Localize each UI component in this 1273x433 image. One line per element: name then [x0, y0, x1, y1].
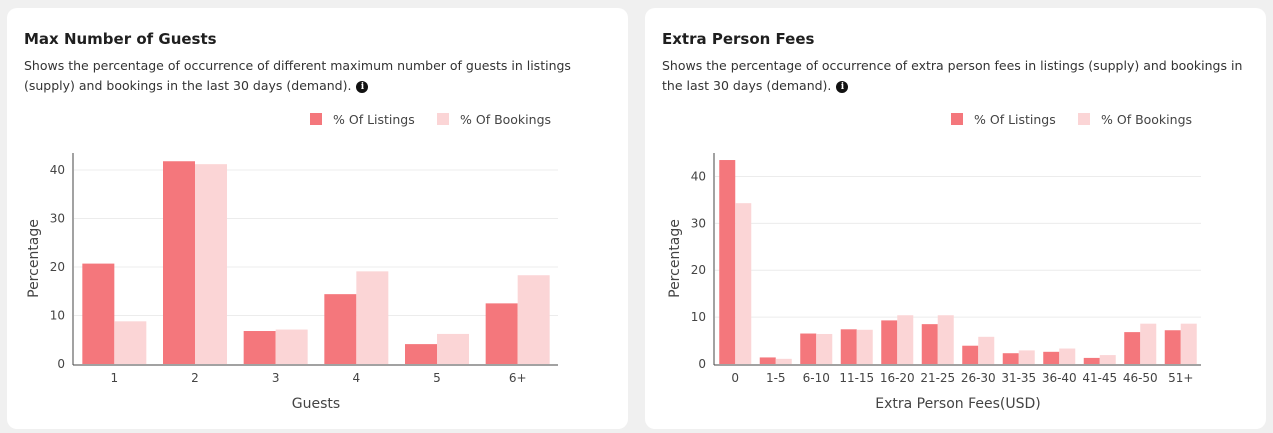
y-tick-label: 40: [50, 163, 65, 177]
x-axis-title: Extra Person Fees(USD): [875, 396, 1041, 412]
bookings-bar: [937, 315, 954, 364]
y-tick-label: 30: [50, 211, 65, 225]
extra-fees-card: Extra Person Fees Shows the percentage o…: [645, 8, 1266, 429]
x-tick-label: 4: [353, 371, 361, 385]
x-tick-label: 16-20: [880, 371, 915, 385]
bookings-bar: [114, 321, 147, 364]
bookings-bar: [1018, 350, 1035, 364]
x-tick-label: 11-15: [839, 371, 874, 385]
y-axis-title: Percentage: [667, 219, 683, 298]
bookings-bar: [437, 333, 469, 364]
info-icon[interactable]: i: [356, 80, 369, 93]
x-axis-title: Guests: [292, 396, 340, 412]
listings-bar: [1124, 332, 1141, 364]
x-tick-label: 1: [111, 371, 119, 385]
y-tick-label: 40: [691, 169, 706, 183]
y-tick-label: 10: [691, 310, 706, 324]
y-tick-label: 0: [57, 357, 65, 371]
legend-label: % Of Listings: [974, 112, 1056, 127]
bookings-bar: [1099, 355, 1116, 364]
listings-bar: [800, 333, 817, 364]
x-tick-label: 6+: [509, 371, 527, 385]
legend-label: % Of Bookings: [460, 112, 551, 127]
listings-bar: [921, 324, 938, 364]
card-description: Shows the percentage of occurrence of di…: [24, 56, 614, 96]
x-tick-label: 26-30: [961, 371, 996, 385]
bookings-bar: [195, 164, 227, 364]
bookings-bar: [735, 203, 752, 364]
x-tick-label: 36-40: [1042, 371, 1077, 385]
card-description: Shows the percentage of occurrence of ex…: [662, 56, 1252, 96]
y-tick-label: 10: [50, 308, 65, 322]
extra-fees-bar-chart: 0 10 20 30 40 0 1-5 6-10 11-15 16-20 21-25 26-30 31-…: [667, 112, 1201, 412]
x-tick-label: 51+: [1168, 371, 1193, 385]
legend-label: % Of Bookings: [1101, 112, 1192, 127]
info-icon[interactable]: i: [836, 80, 849, 93]
listings-bar: [719, 160, 736, 364]
y-tick-label: 30: [691, 216, 706, 230]
listings-bar: [243, 331, 276, 364]
guests-bar-chart: 0 10 20 30 40 1 2 3 4 5 6+ Guests Percentage % Of Lis…: [26, 112, 558, 412]
listings-bar: [82, 263, 115, 364]
legend-swatch: [437, 113, 449, 125]
bookings-bar: [1180, 323, 1197, 364]
bookings-bar: [775, 358, 792, 364]
legend-swatch: [951, 113, 963, 125]
bookings-bar: [816, 333, 833, 364]
listings-bar: [324, 294, 357, 364]
bookings-bar: [1059, 348, 1076, 364]
y-tick-label: 0: [698, 357, 706, 371]
x-tick-label: 2: [191, 371, 199, 385]
x-tick-label: 31-35: [1001, 371, 1036, 385]
description-text: Shows the percentage of occurrence of di…: [24, 58, 571, 93]
card-title: Extra Person Fees: [662, 30, 815, 48]
x-tick-label: 46-50: [1123, 371, 1158, 385]
listings-bar: [881, 320, 898, 364]
listings-bar: [1083, 357, 1100, 364]
listings-bar: [840, 329, 857, 364]
y-tick-label: 20: [50, 260, 65, 274]
x-tick-label: 3: [272, 371, 280, 385]
bookings-bar: [978, 336, 995, 364]
y-tick-label: 20: [691, 263, 706, 277]
legend-label: % Of Listings: [333, 112, 415, 127]
bookings-bar: [356, 271, 389, 364]
x-tick-label: 5: [433, 371, 441, 385]
x-tick-label: 21-25: [920, 371, 955, 385]
y-axis-title: Percentage: [26, 219, 42, 298]
bookings-bar: [517, 275, 550, 364]
listings-bar: [962, 345, 979, 364]
bookings-bar: [856, 329, 873, 364]
bookings-bar: [275, 329, 308, 364]
x-tick-label: 0: [731, 371, 739, 385]
listings-bar: [485, 303, 518, 364]
card-title: Max Number of Guests: [24, 30, 217, 48]
x-tick-label: 41-45: [1082, 371, 1117, 385]
guests-card: Max Number of Guests Shows the percentag…: [7, 8, 628, 429]
description-text: Shows the percentage of occurrence of ex…: [662, 58, 1243, 93]
listings-bar: [1002, 353, 1019, 364]
legend-swatch: [1078, 113, 1090, 125]
x-tick-label: 1-5: [766, 371, 786, 385]
listings-bar: [163, 161, 195, 364]
legend-swatch: [310, 113, 322, 125]
listings-bar: [1043, 351, 1060, 364]
listings-bar: [759, 357, 776, 364]
listings-bar: [1164, 330, 1181, 364]
x-tick-label: 6-10: [803, 371, 830, 385]
listings-bar: [405, 344, 437, 364]
bookings-bar: [897, 315, 914, 364]
bookings-bar: [1140, 323, 1157, 364]
